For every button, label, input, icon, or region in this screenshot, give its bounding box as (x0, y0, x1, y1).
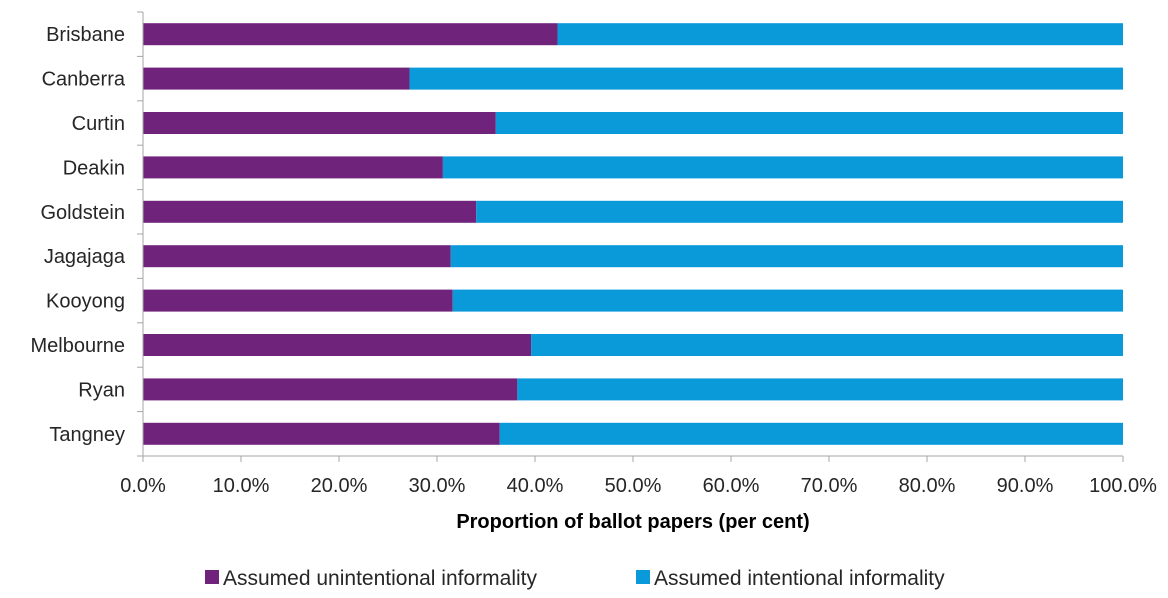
x-tick-label: 30.0% (409, 475, 466, 497)
bar-tangney-series-2 (499, 422, 1124, 445)
category-label-goldstein: Goldstein (41, 202, 126, 224)
bar-ryan-series-2 (517, 378, 1123, 401)
bar-brisbane-series-1 (143, 23, 558, 46)
bar-deakin-series-2 (442, 156, 1123, 179)
bar-jagajaga-series-1 (143, 245, 451, 268)
legend: Assumed unintentional informality Assumed… (205, 567, 945, 590)
category-label-curtin: Curtin (72, 113, 125, 135)
bar-kooyong-series-2 (452, 289, 1123, 312)
bar-curtin-series-1 (143, 112, 496, 134)
x-tick-label: 50.0% (605, 475, 662, 497)
category-label-kooyong: Kooyong (46, 291, 125, 313)
category-label-deakin: Deakin (63, 157, 125, 179)
legend-swatch-1 (205, 570, 219, 584)
x-tick-label: 20.0% (311, 475, 368, 497)
bar-ryan-series-1 (143, 378, 518, 401)
category-label-canberra: Canberra (42, 69, 126, 91)
bar-canberra-series-2 (409, 67, 1123, 90)
bar-melbourne-series-1 (143, 334, 532, 356)
category-label-jagajaga: Jagajaga (44, 246, 126, 268)
legend-label-1: Assumed unintentional informality (223, 567, 537, 590)
x-tick-label: 10.0% (213, 475, 270, 497)
legend-label-2: Assumed intentional informality (654, 567, 945, 590)
x-tick-label: 40.0% (507, 475, 564, 497)
x-axis-title: Proportion of ballot papers (per cent) (456, 511, 809, 533)
category-labels: Brisbane Canberra Curtin Deakin Goldstein Jag… (30, 24, 125, 446)
bar-tangney-series-1 (143, 422, 500, 445)
x-tick-labels: 0.0% 10.0% 20.0% 30.0% 40.0% 50.0% 60.0% 70.0% 8… (120, 475, 1157, 497)
x-tick-label: 80.0% (899, 475, 956, 497)
legend-swatch-2 (636, 570, 650, 584)
bar-brisbane-series-2 (557, 23, 1123, 46)
category-label-melbourne: Melbourne (30, 335, 125, 357)
bar-canberra-series-1 (143, 67, 410, 90)
x-tick-label: 70.0% (801, 475, 858, 497)
bar-melbourne-series-2 (531, 334, 1123, 356)
bar-curtin-series-2 (495, 112, 1123, 134)
bar-deakin-series-1 (143, 156, 443, 179)
bars-group (143, 23, 1124, 445)
axes-group (137, 11, 1124, 462)
x-tick-label: 0.0% (120, 475, 166, 497)
category-label-brisbane: Brisbane (46, 24, 125, 46)
x-tick-label: 100.0% (1089, 475, 1157, 497)
category-label-tangney: Tangney (49, 424, 125, 446)
bar-goldstein-series-2 (476, 200, 1123, 223)
bar-jagajaga-series-2 (450, 245, 1124, 268)
bar-goldstein-series-1 (143, 200, 477, 223)
x-tick-label: 60.0% (703, 475, 760, 497)
bar-kooyong-series-1 (143, 289, 453, 312)
category-label-ryan: Ryan (78, 379, 125, 401)
x-tick-label: 90.0% (997, 475, 1054, 497)
